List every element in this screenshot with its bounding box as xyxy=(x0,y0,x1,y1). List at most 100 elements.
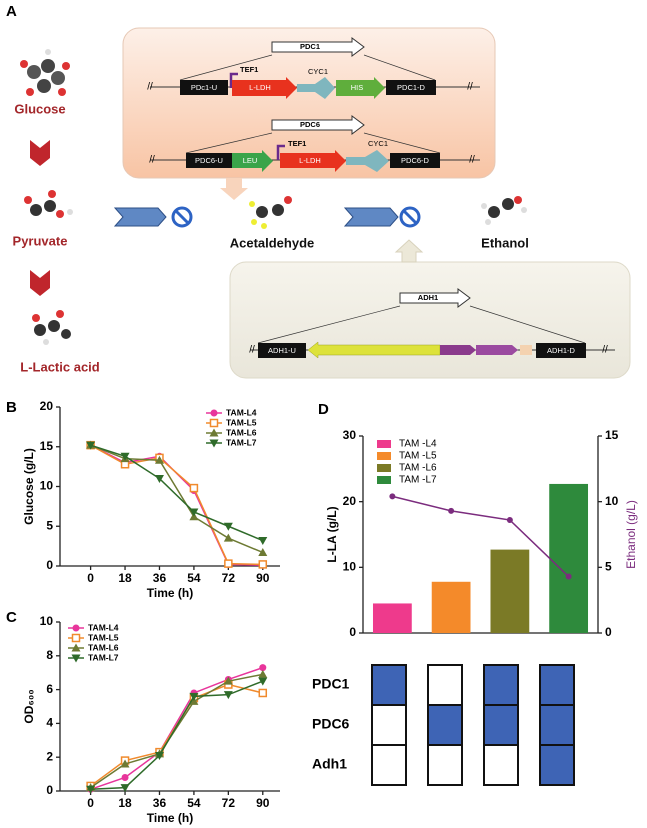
part-box xyxy=(390,153,440,168)
molecule-label: Glucose xyxy=(14,101,65,116)
y-tick-label: 20 xyxy=(343,494,357,508)
x-tick-label: 54 xyxy=(187,796,201,810)
break: // xyxy=(602,345,608,356)
promoter xyxy=(276,144,285,160)
part-box xyxy=(536,343,586,358)
legend-label: TAM-L6 xyxy=(226,427,257,437)
part-label: TEF1 xyxy=(288,139,306,148)
break: // xyxy=(467,82,473,93)
part-label: L-LDH xyxy=(299,156,321,165)
marker xyxy=(120,452,130,461)
legend-label: TAM -L4 xyxy=(399,439,437,450)
x-axis-label: Time (h) xyxy=(147,586,193,600)
molecule-label: L-Lactic acid xyxy=(20,359,100,374)
break: // xyxy=(249,345,255,356)
series-line xyxy=(90,666,264,791)
part-box xyxy=(386,80,436,95)
crossover xyxy=(363,132,441,154)
matrix-cell xyxy=(483,704,519,746)
part-label: PDC6-U xyxy=(195,156,223,165)
marker xyxy=(71,654,81,663)
part-label: PDc1-U xyxy=(191,83,217,92)
marker xyxy=(154,455,164,464)
marker xyxy=(86,441,96,450)
legend-swatch xyxy=(377,464,391,472)
y-axis-label: L-LA (g/L) xyxy=(325,506,339,562)
y-tick-label: 15 xyxy=(40,439,54,453)
y2-tick-label: 10 xyxy=(605,494,619,508)
panel-label: A xyxy=(6,3,17,20)
legend-swatch xyxy=(377,476,391,484)
row-label: PDC6 xyxy=(312,716,350,732)
marker xyxy=(258,688,268,698)
legend-label: TAM-L4 xyxy=(226,407,257,417)
y-tick-label: 10 xyxy=(40,614,54,628)
marker xyxy=(448,507,455,514)
lactate-molecule xyxy=(32,310,71,345)
marker xyxy=(259,664,267,672)
insert-arrow xyxy=(220,178,248,200)
y2-axis-label: Ethanol (g/L) xyxy=(624,500,638,569)
locus-arrow xyxy=(399,288,471,308)
series-line xyxy=(90,680,264,791)
gene-arrow xyxy=(232,150,273,172)
matrix-cell xyxy=(539,664,575,706)
locus-label: ADH1 xyxy=(418,293,438,302)
x-tick-label: 90 xyxy=(256,796,270,810)
locus-arrow xyxy=(271,115,365,135)
y2-tick-label: 15 xyxy=(605,428,619,442)
matrix-cell xyxy=(371,664,407,706)
panel-label: C xyxy=(6,609,17,626)
x-tick-label: 72 xyxy=(222,796,236,810)
matrix-cell xyxy=(427,744,463,786)
break: // xyxy=(149,155,155,166)
y-tick-label: 10 xyxy=(40,479,54,493)
x-tick-label: 36 xyxy=(153,571,167,585)
part-label: PDC1-D xyxy=(397,83,426,92)
bar xyxy=(431,581,471,633)
x-tick-label: 0 xyxy=(87,796,94,810)
construct-box xyxy=(122,27,496,179)
part-box xyxy=(186,153,232,168)
marker xyxy=(209,439,219,448)
x-tick-label: 18 xyxy=(118,571,132,585)
y-tick-label: 0 xyxy=(46,558,53,572)
matrix-cell xyxy=(483,664,519,706)
pyruvate-molecule xyxy=(24,190,73,218)
marker xyxy=(223,676,233,685)
construct-pdc1: // // PDC1 PDc1-U TEF1 L-LDH CYC1 HIS PD… xyxy=(147,37,480,99)
part-label: PDC6-D xyxy=(401,156,430,165)
crossover xyxy=(257,305,401,344)
break: // xyxy=(469,155,475,166)
marker xyxy=(224,559,233,568)
series-line xyxy=(90,673,263,789)
marker xyxy=(223,522,233,531)
legend-label: TAM-L5 xyxy=(226,417,257,427)
block-symbol xyxy=(399,206,421,228)
marker xyxy=(506,517,513,524)
x-axis-label: Time (h) xyxy=(147,811,193,825)
crossover xyxy=(363,54,436,81)
bar xyxy=(490,549,530,633)
x-tick-label: 18 xyxy=(118,796,132,810)
y-tick-label: 8 xyxy=(46,648,53,662)
marker xyxy=(86,785,96,794)
promoter xyxy=(229,72,238,88)
panel-label: B xyxy=(6,399,17,416)
marker xyxy=(120,759,130,768)
marker xyxy=(189,483,199,493)
part-box xyxy=(258,343,306,358)
part-label: HIS xyxy=(351,83,364,92)
crossover xyxy=(469,305,586,344)
legend-label: TAM -L6 xyxy=(399,463,437,474)
flow-arrow xyxy=(30,270,50,296)
locus-label: PDC6 xyxy=(300,120,320,129)
molecule-label: Acetaldehyde xyxy=(230,235,315,250)
panel-a: A // // PDC1 PDc1-U TEF1 L-LDH CYC1 HIS … xyxy=(6,3,631,379)
x-tick-label: 0 xyxy=(87,571,94,585)
locus-arrow xyxy=(271,37,365,57)
enzyme-arrow xyxy=(113,207,167,227)
y-tick-label: 5 xyxy=(46,518,53,532)
marker xyxy=(565,573,572,580)
